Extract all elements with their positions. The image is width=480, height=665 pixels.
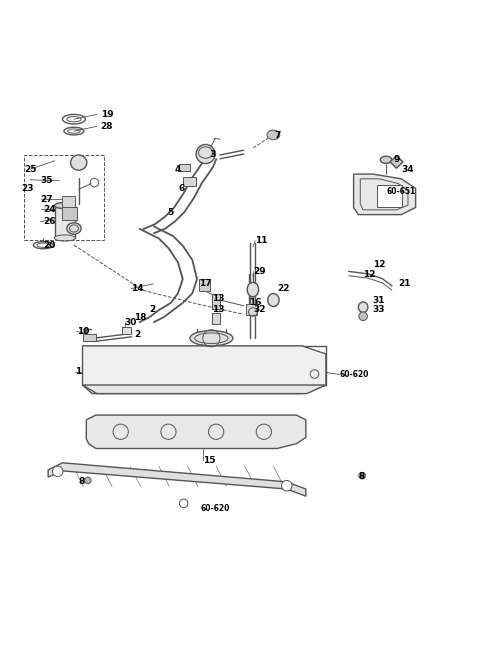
Polygon shape <box>83 385 326 394</box>
Text: 13: 13 <box>212 294 225 303</box>
Circle shape <box>84 477 91 483</box>
Text: 18: 18 <box>134 313 146 322</box>
Text: 5: 5 <box>168 207 174 217</box>
Text: 32: 32 <box>253 305 266 314</box>
Text: 60-620: 60-620 <box>201 503 230 513</box>
Text: 12: 12 <box>372 260 385 269</box>
Bar <box>199 279 210 291</box>
Text: 20: 20 <box>43 241 56 250</box>
Ellipse shape <box>54 235 75 241</box>
Text: 16: 16 <box>249 299 261 307</box>
Polygon shape <box>83 346 326 394</box>
Text: 22: 22 <box>277 284 290 293</box>
Polygon shape <box>354 174 416 215</box>
Ellipse shape <box>71 155 87 170</box>
Bar <box>62 196 75 207</box>
Text: 7: 7 <box>275 132 281 140</box>
Circle shape <box>52 466 63 477</box>
Bar <box>55 205 75 238</box>
Text: 34: 34 <box>401 165 414 174</box>
Text: 60-651: 60-651 <box>387 188 416 196</box>
Text: 3: 3 <box>209 150 215 160</box>
Ellipse shape <box>54 202 75 209</box>
Bar <box>84 334 96 340</box>
Text: 9: 9 <box>394 155 400 164</box>
Bar <box>246 304 257 315</box>
Text: 2: 2 <box>149 305 156 314</box>
Text: 8: 8 <box>359 472 365 481</box>
Text: 35: 35 <box>40 176 53 186</box>
Bar <box>377 185 402 207</box>
Text: 8: 8 <box>79 477 85 486</box>
Ellipse shape <box>268 294 279 307</box>
Bar <box>179 164 191 171</box>
Bar <box>24 156 105 240</box>
Text: 26: 26 <box>43 217 56 226</box>
Text: 28: 28 <box>101 122 113 131</box>
Text: 10: 10 <box>77 327 89 336</box>
Text: 1: 1 <box>75 367 82 376</box>
Text: 14: 14 <box>131 284 144 293</box>
Ellipse shape <box>190 331 233 346</box>
Text: 13: 13 <box>212 305 225 314</box>
Text: 12: 12 <box>363 270 376 279</box>
Ellipse shape <box>247 283 259 297</box>
Text: 4: 4 <box>174 165 180 174</box>
Circle shape <box>196 144 215 164</box>
Text: 11: 11 <box>255 236 268 245</box>
Text: 6: 6 <box>179 184 185 193</box>
Ellipse shape <box>359 302 368 313</box>
Bar <box>183 178 196 186</box>
Text: 27: 27 <box>40 196 53 204</box>
Ellipse shape <box>380 156 392 164</box>
Text: 29: 29 <box>253 267 266 276</box>
Text: 60-620: 60-620 <box>339 370 369 379</box>
Circle shape <box>359 312 367 321</box>
Text: 17: 17 <box>199 279 212 289</box>
Bar <box>390 156 403 168</box>
Text: 30: 30 <box>124 317 137 327</box>
Text: 31: 31 <box>372 295 385 305</box>
Ellipse shape <box>67 223 81 234</box>
Text: 2: 2 <box>134 330 140 339</box>
Bar <box>212 295 220 309</box>
Bar <box>62 207 77 220</box>
Text: 21: 21 <box>398 279 411 289</box>
Text: 15: 15 <box>203 456 215 465</box>
Text: 33: 33 <box>372 305 385 314</box>
Text: 25: 25 <box>24 165 37 174</box>
Text: 24: 24 <box>43 205 56 214</box>
Bar <box>212 313 220 324</box>
Circle shape <box>281 480 292 491</box>
Text: 19: 19 <box>101 110 113 119</box>
Bar <box>121 327 131 334</box>
Ellipse shape <box>267 130 280 140</box>
Polygon shape <box>86 415 306 448</box>
Polygon shape <box>48 463 306 496</box>
Text: 23: 23 <box>22 184 34 193</box>
Circle shape <box>359 472 365 479</box>
